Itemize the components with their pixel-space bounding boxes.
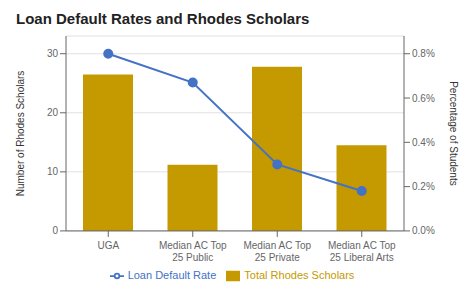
html-text:Loan Default Rate: Loan Default Rate — [127, 268, 217, 281]
html-text:Loan Default Rates and Rhodes: Loan Default Rates and Rhodes Scholars — [16, 10, 310, 27]
svg-text:0.6%: 0.6% — [412, 93, 435, 104]
svg-text:20: 20 — [47, 107, 59, 118]
svg-text:Median AC Top25 Liberal Arts: Median AC Top25 Liberal Arts — [328, 240, 396, 263]
svg-text:0.2%: 0.2% — [412, 181, 435, 192]
svg-text:0.0%: 0.0% — [412, 225, 435, 236]
svg-text:UGA: UGA — [97, 240, 119, 251]
svg-text:Median AC Top25 Public: Median AC Top25 Public — [159, 240, 227, 263]
html-text:Total Rhodes Scholars: Total Rhodes Scholars — [244, 268, 355, 281]
svg-text:Median AC Top25 Private: Median AC Top25 Private — [243, 240, 311, 263]
svg-text:10: 10 — [47, 166, 59, 177]
svg-text:30: 30 — [47, 48, 59, 59]
svg-text:0.8%: 0.8% — [412, 48, 435, 59]
svg-text:0: 0 — [52, 225, 58, 236]
svg-text:0.4%: 0.4% — [412, 137, 435, 148]
svg-text:Percentage of Students: Percentage of Students — [448, 81, 459, 186]
svg-text:Number of Rhodes Scholars: Number of Rhodes Scholars — [15, 71, 26, 197]
